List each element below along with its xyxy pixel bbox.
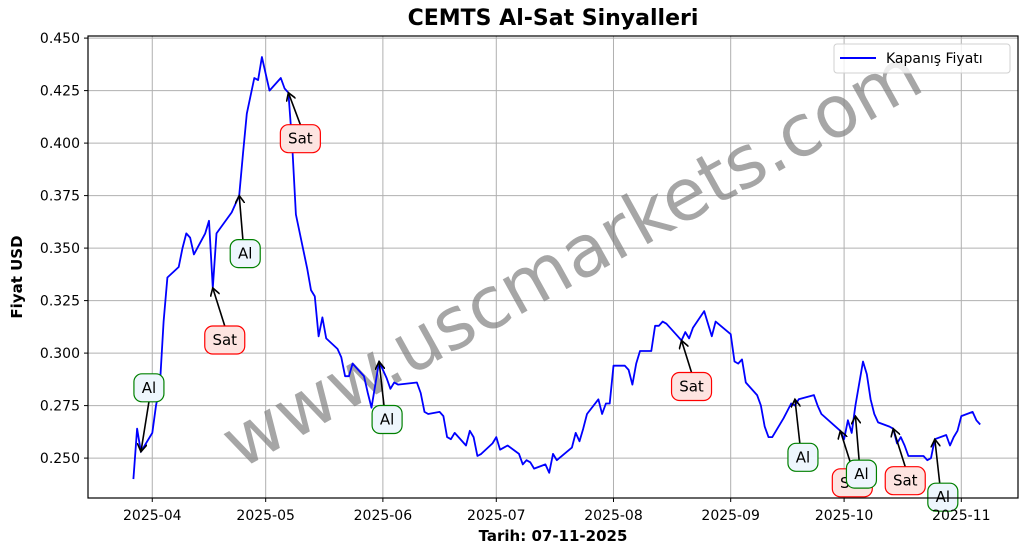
- signal-arrow: [213, 288, 226, 327]
- x-tick-label: 2025-10: [815, 508, 874, 524]
- signal-label: Sat: [212, 331, 237, 349]
- buy-signal: Al: [133, 373, 165, 452]
- signal-box: [927, 482, 959, 512]
- signal-label: Sat: [288, 130, 313, 148]
- x-tick-label: 2025-08: [584, 508, 643, 524]
- buy-signal: Al: [927, 439, 959, 512]
- watermark: www.uscmarkets.com: [208, 31, 936, 485]
- watermark-text: www.uscmarkets.com: [208, 31, 936, 485]
- buy-signal: Al: [371, 362, 403, 435]
- signal-arrow: [141, 401, 150, 452]
- y-tick-label: 0.425: [40, 84, 80, 100]
- signal-label: Sat: [893, 472, 918, 490]
- signal-box: [884, 466, 926, 496]
- x-tick-label: 2025-04: [123, 508, 182, 524]
- legend-label: Kapanış Fiyatı: [886, 51, 983, 67]
- y-tick-label: 0.350: [40, 241, 80, 257]
- buy-signal: Al: [845, 416, 878, 489]
- signal-box: [670, 371, 713, 402]
- signal-label: Al: [238, 245, 252, 263]
- y-tick-label: 0.375: [40, 189, 80, 205]
- x-axis-label: Tarih: 07-11-2025: [478, 527, 628, 545]
- sell-signal: Sat: [204, 288, 246, 355]
- x-axis-ticks: 2025-04 2025-05 2025-06 2025-07 2025-08 2025-…: [123, 498, 991, 524]
- y-tick-label: 0.450: [40, 31, 80, 47]
- signal-arrow: [288, 93, 302, 125]
- signal-arrow: [893, 429, 907, 467]
- signal-box: [371, 404, 403, 435]
- price-line: [132, 56, 981, 480]
- signal-label: Al: [796, 448, 810, 466]
- signal-box: [204, 325, 246, 355]
- signal-box: [787, 442, 819, 472]
- sell-signal: Sat: [279, 93, 321, 154]
- signal-arrow: [682, 341, 693, 373]
- legend: Kapanış Fiyatı: [833, 43, 1011, 74]
- y-axis-ticks: 0.250 0.275 0.300 0.325 0.350 0.375 0.400 0.425…: [40, 31, 88, 467]
- signal-label: Al: [380, 411, 394, 429]
- y-tick-label: 0.250: [40, 451, 80, 467]
- y-tick-label: 0.325: [40, 294, 80, 310]
- y-tick-label: 0.400: [40, 136, 80, 152]
- signal-annotations: AlSatAlSatAlSatAlSatAlSatAl: [133, 93, 959, 512]
- signal-label: Al: [854, 465, 868, 483]
- plot-frame: [87, 35, 1019, 499]
- signal-label: Al: [142, 379, 156, 397]
- close-price-line: [132, 56, 981, 480]
- sell-signal: Sat: [884, 429, 926, 496]
- buy-signal: Al: [787, 399, 819, 472]
- signal-label: Sat: [679, 378, 704, 396]
- grid-lines: [88, 36, 1018, 498]
- sell-signal: Sat: [670, 341, 713, 402]
- signal-label: Al: [936, 488, 950, 506]
- x-tick-label: 2025-05: [236, 508, 295, 524]
- signal-box: [229, 239, 261, 269]
- y-tick-label: 0.300: [40, 346, 80, 362]
- chart-title: CEMTS Al-Sat Sinyalleri: [407, 6, 699, 31]
- x-tick-label: 2025-07: [467, 508, 526, 524]
- signal-box: [845, 459, 878, 489]
- signal-box: [133, 373, 165, 403]
- y-tick-label: 0.275: [40, 399, 80, 415]
- x-tick-label: 2025-06: [354, 508, 413, 524]
- legend-box: [833, 43, 1011, 74]
- x-tick-label: 2025-11: [932, 508, 991, 524]
- signal-box: [279, 124, 321, 154]
- x-tick-label: 2025-09: [701, 508, 760, 524]
- buy-signal: Al: [229, 196, 261, 269]
